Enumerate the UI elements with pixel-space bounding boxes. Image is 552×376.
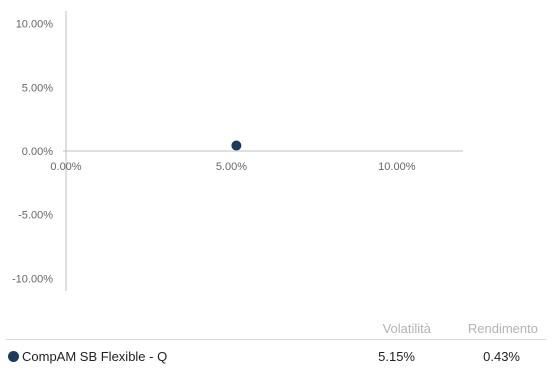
scatter-chart: 10.00% 5.00% 0.00% -5.00% -10.00% 0.00% 5.00%…	[12, 11, 463, 291]
x-tick-label: 0.00%	[50, 161, 81, 173]
x-axis: 0.00% 5.00% 10.00%	[50, 150, 463, 173]
y-tick-label: -10.00%	[12, 273, 53, 285]
x-tick-label: 10.00%	[378, 161, 416, 173]
legend-row[interactable]: CompAM SB Flexible - Q 5.15% 0.43%	[6, 345, 546, 367]
y-tick-label: -5.00%	[18, 210, 53, 222]
y-axis: 10.00% 5.00% 0.00% -5.00% -10.00%	[12, 11, 67, 291]
volatility-header: Volatilità	[382, 321, 431, 336]
series-dot-icon	[8, 351, 19, 362]
series-volatility: 5.15%	[378, 349, 415, 364]
series-name: CompAM SB Flexible - Q	[22, 349, 168, 364]
return-header: Rendimento	[467, 321, 538, 336]
series-return: 0.43%	[483, 349, 520, 364]
data-point[interactable]	[231, 140, 242, 151]
data-points	[231, 140, 242, 151]
y-tick-label: 10.00%	[16, 19, 54, 31]
legend-table: Volatilità Rendimento CompAM SB Flexible…	[0, 314, 552, 376]
x-tick-label: 5.00%	[216, 161, 247, 173]
y-tick-label: 5.00%	[22, 82, 53, 94]
y-tick-label: 0.00%	[22, 146, 53, 158]
legend-divider	[6, 339, 546, 340]
